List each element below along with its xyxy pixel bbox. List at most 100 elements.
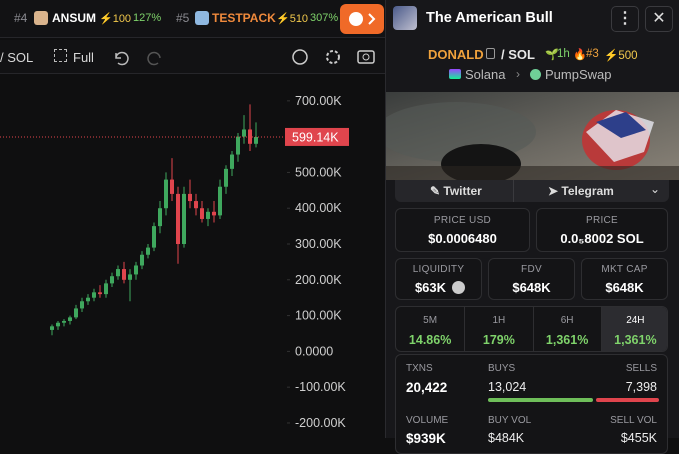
lock-icon <box>452 281 465 294</box>
dex[interactable]: PumpSwap <box>545 67 612 82</box>
candle-body <box>86 297 90 302</box>
close-button[interactable]: ✕ <box>645 6 673 32</box>
y-tick-label: 100.00K <box>295 309 342 323</box>
candle-body <box>80 301 84 309</box>
candle-body <box>158 208 162 227</box>
candle-body <box>194 201 198 209</box>
candle-body <box>122 269 126 280</box>
candle-body <box>98 292 102 295</box>
label: FDV <box>521 264 542 275</box>
rank-icon: 🔥 <box>573 49 587 61</box>
telegram-label: Telegram <box>561 184 614 198</box>
boost: ⚡100 <box>99 13 132 25</box>
candle-body <box>62 320 66 323</box>
divider <box>513 180 514 202</box>
icon <box>195 11 209 25</box>
period-label: 5M <box>423 315 438 326</box>
token-name[interactable]: TESTPACK <box>212 11 276 25</box>
candle-body <box>116 269 120 277</box>
telegram-link[interactable]: ➤ Telegram <box>548 184 614 198</box>
candle-body <box>104 283 108 295</box>
candle-body <box>134 265 138 275</box>
candle-body <box>206 211 210 219</box>
period-change: 14.86% <box>408 333 452 347</box>
period-tab[interactable]: 1H 179% <box>464 307 532 351</box>
twitter-label: Twitter <box>443 184 482 198</box>
period-tab[interactable]: 5M 14.86% <box>396 307 464 351</box>
value: $0.0006480 <box>428 231 497 246</box>
candle-body <box>230 154 234 169</box>
label: PRICE USD <box>433 215 492 226</box>
period-tabs: 5M 14.86% 1H 179% 6H 1,361% 24H 1,361% <box>395 306 668 352</box>
quote: / SOL <box>501 47 535 62</box>
full-button[interactable]: Full <box>73 50 94 65</box>
toolbar <box>0 40 385 74</box>
y-tick-label: 700.00K <box>295 94 342 108</box>
label: LIQUIDITY <box>412 264 465 275</box>
period-tab[interactable]: 24H 1,361% <box>600 307 667 351</box>
price-usd-box: PRICE USD $0.0006480 <box>395 208 530 252</box>
y-tick-label: 400.00K <box>295 201 342 215</box>
liquidity-box: LIQUIDITY $63K <box>395 258 482 300</box>
value: 20,422 <box>406 380 448 395</box>
txn-box: TXNS 20,422 BUYS 13,024 SELLS 7,398 VOLU… <box>395 354 668 454</box>
current-price-label: 599.14K <box>292 130 339 144</box>
candle-body <box>164 179 168 209</box>
icon <box>34 11 48 25</box>
y-tick-label: 0.0000 <box>295 344 333 358</box>
candle-body <box>254 136 258 144</box>
y-tick-label: 300.00K <box>295 237 342 251</box>
value: $63K <box>414 280 447 295</box>
boost: ⚡510 <box>276 13 309 25</box>
label: VOLUME <box>406 415 449 426</box>
period-tab[interactable]: 6H 1,361% <box>532 307 601 351</box>
candle-body <box>224 168 228 187</box>
buy-bar <box>488 398 593 402</box>
candle-body <box>170 179 174 194</box>
period-change: 1,361% <box>545 333 589 347</box>
period-change: 1,361% <box>614 333 657 347</box>
y-tick-label: 500.00K <box>295 165 342 179</box>
pair[interactable]: / SOL <box>0 50 34 65</box>
full-icon <box>54 49 67 62</box>
candle-body <box>74 308 78 318</box>
value: $484K <box>488 431 525 445</box>
candle-body <box>200 208 204 219</box>
candle-body <box>110 276 114 284</box>
period-label: 24H <box>626 315 645 326</box>
candle-body <box>50 326 54 330</box>
rank: #3 <box>586 48 599 60</box>
period-label: 1H <box>492 315 506 326</box>
label: BUY VOL <box>488 415 532 426</box>
value: $648K <box>605 280 644 295</box>
age-icon: 🌱 <box>545 49 559 61</box>
chain[interactable]: Solana <box>465 67 506 82</box>
change: 307% <box>310 12 339 24</box>
candle-body <box>56 322 60 327</box>
menu-button[interactable]: ⋮ <box>611 6 639 32</box>
boost: ⚡500 <box>604 50 638 62</box>
current-price-tag <box>285 127 349 146</box>
twitter-link[interactable]: ✎ Twitter <box>430 184 482 198</box>
price-chart: 700.00K 500.00K 400.00K 300.00K 200.00K 100.0… <box>0 94 349 430</box>
sell-bar <box>596 398 659 402</box>
separator: › <box>516 67 520 81</box>
rank: #5 <box>176 11 190 25</box>
candle-body <box>182 193 186 245</box>
candle-body <box>212 211 216 216</box>
toolbar-icons[interactable] <box>110 44 380 70</box>
age: 1h <box>557 48 570 60</box>
value: $939K <box>406 431 446 446</box>
token-name[interactable]: ANSUM <box>52 11 96 25</box>
y-tick-label: -200.00K <box>295 416 346 430</box>
value: $648K <box>512 280 551 295</box>
hot-button[interactable] <box>340 4 384 34</box>
label: BUYS <box>488 363 516 374</box>
candle-body <box>68 317 72 321</box>
rank: #4 <box>14 11 28 25</box>
more-links[interactable]: ⌄ <box>650 182 661 196</box>
period-change: 179% <box>482 333 515 347</box>
candle-body <box>236 136 240 155</box>
copy-icon[interactable] <box>486 48 495 59</box>
